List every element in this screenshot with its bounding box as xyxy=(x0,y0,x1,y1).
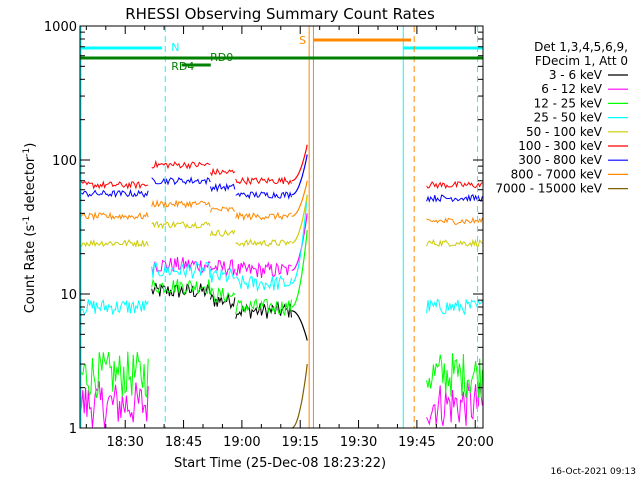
series-trace xyxy=(235,211,292,222)
y-axis-label-sup1: -1 xyxy=(22,216,32,225)
series-rise xyxy=(291,310,308,341)
series-rise xyxy=(291,194,308,284)
series-trace xyxy=(426,180,483,190)
legend-label: 300 - 800 keV xyxy=(518,153,602,167)
series-trace xyxy=(79,351,149,399)
series-trace xyxy=(151,159,211,170)
series-trace xyxy=(80,238,149,248)
legend-label: 6 - 12 keV xyxy=(541,82,603,96)
legend-label: 50 - 100 keV xyxy=(526,125,603,139)
series-12-25-kev xyxy=(79,230,483,399)
axes: 18:30 18:45 19:00 19:15 19:30 19:45 20:00 1 10 10… xyxy=(44,20,494,450)
y-axis-label-end: ) xyxy=(23,143,38,148)
x-tick-label: 20:00 xyxy=(456,435,493,450)
saa-label: S xyxy=(299,34,306,47)
rd4-label: RD4 xyxy=(171,60,194,73)
series-trace xyxy=(79,299,149,315)
legend: Det 1,3,4,5,6,9, FDecim 1, Att 0 3 - 6 k… xyxy=(495,40,628,196)
y-axis-label-main: Count Rate (s xyxy=(23,225,38,314)
series-trace xyxy=(209,259,236,277)
plot-frame xyxy=(79,25,484,429)
series-rise xyxy=(291,154,308,196)
series-trace xyxy=(151,278,211,295)
series-300-800-kev xyxy=(79,154,483,203)
series-trace xyxy=(151,220,211,230)
x-tick-label: 19:00 xyxy=(223,435,260,450)
y-axis-label: Count Rate (s-1 detector-1) xyxy=(22,143,38,314)
series-trace xyxy=(209,206,236,213)
series-trace xyxy=(209,292,236,310)
series-trace xyxy=(151,176,211,186)
timestamp: 16-Oct-2021 09:13 xyxy=(551,467,636,477)
y-tick-label: 100 xyxy=(52,154,77,169)
series-7000-15000-kev xyxy=(291,364,308,429)
series-rise xyxy=(291,194,308,244)
x-axis-label: Start Time (25-Dec-08 18:23:22) xyxy=(174,456,386,471)
series-trace xyxy=(235,190,292,200)
y-tick-label: 1 xyxy=(69,422,77,437)
series-trace xyxy=(209,287,236,304)
series-100-300-kev xyxy=(79,144,483,190)
plot-area xyxy=(80,26,483,428)
y-tick-label: 10 xyxy=(60,288,77,303)
legend-label: 12 - 25 keV xyxy=(534,96,603,110)
x-tick-label: 19:30 xyxy=(340,435,377,450)
x-tick-label: 19:15 xyxy=(281,435,318,450)
series-rise xyxy=(291,230,308,308)
series-rise xyxy=(291,180,308,217)
chart-title: RHESSI Observing Summary Count Rates xyxy=(125,5,435,23)
y-axis-label-mid: detector xyxy=(23,156,38,216)
series-rise xyxy=(291,364,308,429)
series-trace xyxy=(235,298,292,317)
legend-header-1: Det 1,3,4,5,6,9, xyxy=(534,40,628,54)
series-25-50-kev xyxy=(79,194,483,315)
interval-markers: N S RD4 RD0 xyxy=(80,26,483,428)
legend-label: 3 - 6 keV xyxy=(549,68,603,82)
series-trace xyxy=(209,267,236,283)
series-trace xyxy=(235,275,292,293)
series-trace xyxy=(426,298,483,315)
series-trace xyxy=(79,211,149,222)
y-tick-label: 1000 xyxy=(44,20,77,35)
series-800-7000-kev xyxy=(79,180,483,225)
series-trace xyxy=(79,381,149,428)
legend-header-2: FDecim 1, Att 0 xyxy=(535,54,628,68)
night-label: N xyxy=(171,41,179,54)
x-tick-label: 19:45 xyxy=(398,435,435,450)
series-group xyxy=(79,144,483,429)
series-rise xyxy=(291,213,308,271)
series-trace xyxy=(151,283,211,298)
x-tick-label: 18:30 xyxy=(106,435,143,450)
series-rise xyxy=(291,144,308,182)
series-trace xyxy=(79,188,149,199)
series-trace xyxy=(426,216,483,225)
series-trace xyxy=(235,238,292,248)
plot-background xyxy=(80,26,483,428)
legend-label: 100 - 300 keV xyxy=(518,139,602,153)
series-trace xyxy=(426,193,483,203)
series-trace xyxy=(151,199,211,209)
legend-label: 800 - 7000 keV xyxy=(511,167,603,181)
legend-label: 25 - 50 keV xyxy=(534,111,603,125)
series-trace xyxy=(426,353,483,398)
series-trace xyxy=(151,261,211,279)
legend-label: 7000 - 15000 keV xyxy=(495,182,602,196)
series-trace xyxy=(426,381,483,426)
series-trace xyxy=(235,176,292,186)
series-trace xyxy=(209,229,236,237)
series-50-100-kev xyxy=(80,194,483,248)
series-trace xyxy=(235,261,292,279)
series-trace xyxy=(209,182,236,193)
series-trace xyxy=(426,238,483,248)
x-tick-label: 18:45 xyxy=(165,435,202,450)
series-trace xyxy=(209,167,236,177)
rd0-label: RD0 xyxy=(210,51,233,64)
y-axis-label-sup2: -1 xyxy=(22,148,32,157)
series-trace xyxy=(79,180,149,190)
